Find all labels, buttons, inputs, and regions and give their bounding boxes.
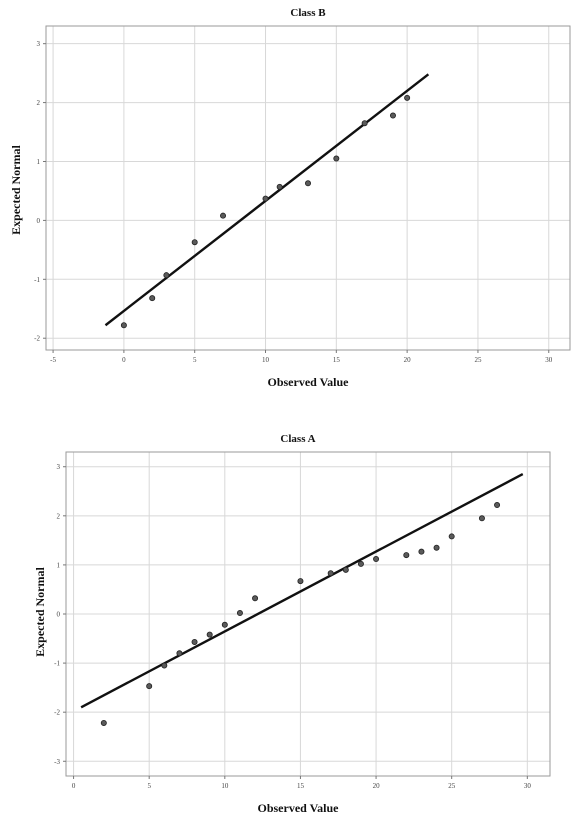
data-point (146, 683, 153, 690)
data-point (297, 578, 304, 585)
x-tick-label: 30 (524, 782, 532, 790)
x-tick-label: 0 (72, 782, 76, 790)
y-tick-label: 3 (37, 40, 41, 48)
y-tick-label: -2 (34, 335, 40, 343)
x-tick-label: 0 (122, 356, 126, 364)
data-point (357, 560, 364, 567)
data-point (404, 94, 411, 101)
plot-frame (45, 25, 571, 351)
data-point (191, 638, 198, 645)
x-tick-label: 20 (404, 356, 412, 364)
x-tick-label: 5 (193, 356, 197, 364)
data-point (373, 556, 380, 563)
y-tick-label: 3 (57, 463, 61, 471)
y-tick-label: 1 (57, 561, 61, 569)
data-point (448, 533, 455, 540)
chart-title: Class B (290, 7, 326, 19)
data-point (276, 183, 283, 190)
data-point (361, 120, 368, 127)
x-tick-label: 15 (297, 782, 305, 790)
data-point (149, 295, 156, 302)
data-point (191, 239, 198, 246)
data-point (120, 322, 127, 329)
data-point (494, 502, 501, 509)
x-tick-label: 25 (448, 782, 456, 790)
data-point (418, 548, 425, 555)
data-point (100, 719, 107, 726)
data-point (478, 515, 485, 522)
x-tick-label: 10 (221, 782, 229, 790)
x-tick-label: 25 (474, 356, 482, 364)
y-axis-label: Expected Normal (9, 145, 23, 235)
x-tick-label: 20 (373, 782, 381, 790)
data-point (304, 180, 311, 187)
y-tick-label: 2 (37, 99, 41, 107)
y-tick-label: 2 (57, 512, 61, 520)
data-point (262, 195, 269, 202)
data-point (176, 650, 183, 657)
chart-class-b: Class B Observed Value Expected Normal -… (9, 7, 571, 389)
y-tick-label: -3 (54, 758, 60, 766)
chart-title: Class A (280, 433, 315, 445)
x-tick-label: 15 (333, 356, 341, 364)
y-tick-label: -1 (34, 276, 40, 284)
x-tick-label: 5 (147, 782, 151, 790)
x-axis-label: Observed Value (267, 375, 349, 389)
y-tick-label: 0 (57, 611, 61, 619)
data-point (327, 570, 334, 577)
x-tick-label: 10 (262, 356, 270, 364)
x-tick-label: -5 (50, 356, 56, 364)
data-point (206, 631, 213, 638)
y-tick-label: 0 (37, 217, 41, 225)
x-axis-label: Observed Value (257, 801, 339, 815)
data-point (333, 155, 340, 162)
data-point (252, 595, 259, 602)
y-axis-label: Expected Normal (33, 567, 47, 657)
data-point (221, 621, 228, 628)
y-tick-label: 1 (37, 158, 41, 166)
data-point (403, 552, 410, 559)
data-point (433, 544, 440, 551)
data-point (161, 662, 168, 669)
y-tick-label: -2 (54, 709, 60, 717)
x-tick-label: 30 (545, 356, 553, 364)
chart-class-a: Class A Observed Value Expected Normal 0… (33, 433, 551, 815)
data-point (236, 610, 243, 617)
normal-reference-line (80, 473, 524, 709)
data-point (342, 566, 349, 573)
y-tick-label: -1 (54, 660, 60, 668)
data-point (389, 112, 396, 119)
data-point (220, 212, 227, 219)
data-point (163, 272, 170, 279)
